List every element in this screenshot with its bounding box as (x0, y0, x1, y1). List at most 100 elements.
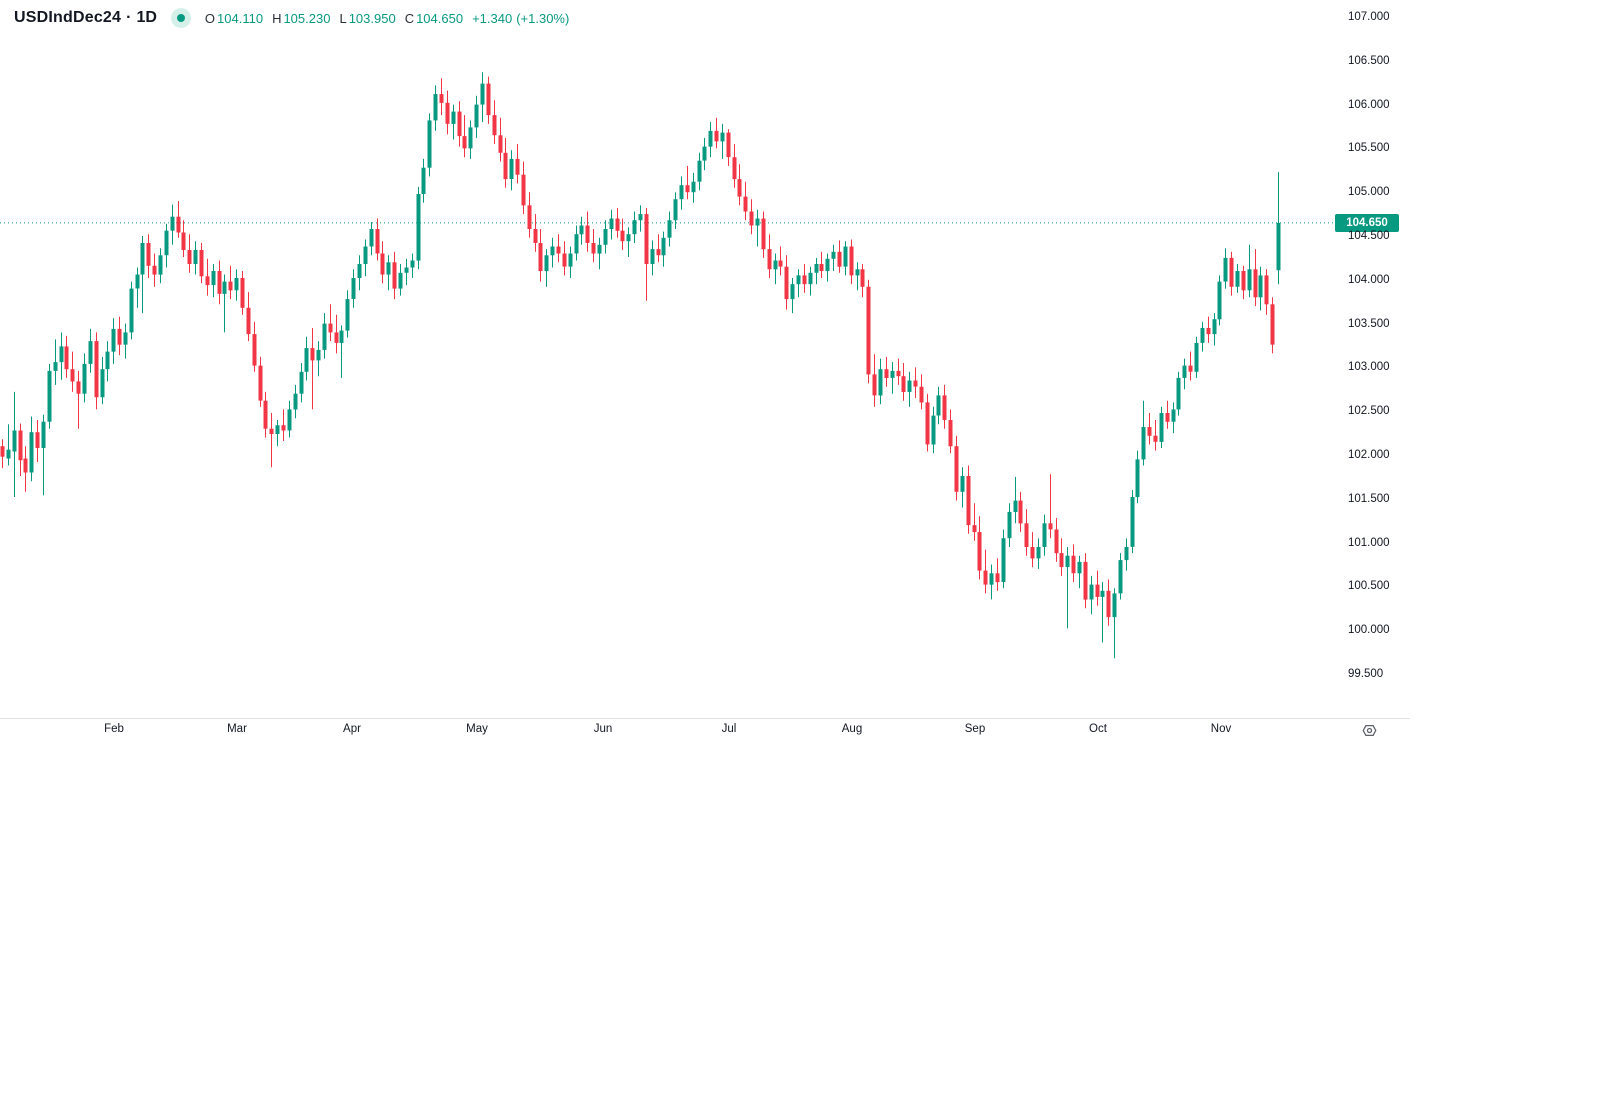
candle-body (989, 573, 994, 585)
candle-body (749, 211, 754, 226)
high-label: H (272, 10, 282, 26)
low-value: 103.950 (348, 10, 396, 26)
candle-body (732, 157, 737, 180)
candle-body (498, 135, 503, 153)
candle-body (146, 243, 151, 266)
candle-body (181, 232, 186, 250)
candle-body (673, 199, 678, 221)
candle-body (363, 246, 368, 264)
candle-body (808, 272, 813, 285)
candle-body (691, 181, 696, 193)
chart-legend: USDIndDec24 · 1D O 104.110 H 105.230 L 103.… (14, 6, 569, 30)
candle-body (322, 323, 327, 350)
price-axis-label: 106.500 (1348, 54, 1390, 67)
candle-body (23, 458, 28, 473)
candle-body (872, 374, 877, 396)
candle-body (620, 230, 625, 242)
candle-body (819, 264, 824, 271)
candle-body (439, 94, 444, 103)
candle-body (948, 420, 953, 447)
candle-body (591, 243, 596, 254)
candle-body (538, 243, 543, 271)
candle-body (1124, 547, 1129, 561)
candle-body (843, 246, 848, 267)
price-axis-label: 105.500 (1348, 142, 1390, 155)
candlestick-chart[interactable] (0, 0, 1410, 745)
candle-body (386, 262, 391, 275)
symbol-title[interactable]: USDIndDec24 (14, 9, 122, 26)
symbol-interval-separator: · (126, 9, 132, 26)
candle-body (720, 132, 725, 142)
candle-body (667, 220, 672, 238)
candle-body (773, 260, 778, 270)
candle-body (111, 328, 116, 352)
candle-body (269, 428, 274, 434)
market-status-icon[interactable] (170, 8, 191, 28)
candle-body (726, 132, 731, 158)
candle-body (328, 323, 333, 333)
candle-body (1171, 409, 1176, 422)
candle-body (357, 264, 362, 278)
candle-body (615, 218, 620, 231)
candle-body (550, 246, 555, 256)
candle-body (1165, 413, 1170, 422)
low-label: L (339, 10, 347, 26)
price-axis-label: 105.000 (1348, 186, 1390, 199)
candle-body (293, 393, 298, 410)
candle-body (1100, 590, 1105, 597)
candle-body (1176, 377, 1181, 410)
candle-body (275, 425, 280, 434)
candle-body (755, 218, 760, 226)
candle-body (369, 229, 374, 247)
settings-gear-button[interactable] (1358, 719, 1380, 741)
price-axis-label: 107.000 (1348, 11, 1390, 23)
candle-body (310, 348, 315, 361)
time-axis[interactable]: Feb Mar Apr May Jun Jul Aug Sep Oct Nov (0, 718, 1410, 745)
time-axis-label: Nov (1210, 723, 1232, 735)
candle-body (849, 246, 854, 276)
candle-body (339, 330, 344, 343)
candle-body (199, 250, 204, 277)
open-label: O (204, 10, 216, 26)
candle-body (427, 120, 432, 168)
candle-body (743, 196, 748, 212)
candle-body (263, 400, 268, 429)
price-axis-label: 103.000 (1348, 361, 1390, 374)
candle-body (140, 243, 145, 275)
candle-body (193, 250, 198, 264)
candle-body (1030, 547, 1035, 559)
interval-label[interactable]: 1D (136, 9, 157, 26)
candle-body (1077, 561, 1082, 574)
candle-body (626, 234, 631, 242)
candle-body (860, 269, 865, 287)
candle-body (1130, 497, 1135, 547)
candle-body (1223, 257, 1228, 282)
candle-body (855, 269, 860, 276)
candle-body (1095, 584, 1100, 597)
candle-body (650, 249, 655, 264)
ohlc-values: O 104.110 H 105.230 L 103.950 C 104.650 +1.3… (205, 11, 569, 26)
candle-body (890, 370, 895, 378)
candle-body (18, 430, 23, 461)
candle-body (462, 136, 467, 149)
price-axis-label: 101.000 (1348, 536, 1390, 549)
candle-body (796, 275, 801, 285)
candle-body (568, 253, 573, 267)
candle-body (35, 432, 40, 448)
candle-body (222, 281, 227, 294)
candle-body (480, 83, 485, 105)
candle-body (527, 205, 532, 229)
candle-body (1048, 523, 1053, 530)
candle-body (579, 225, 584, 235)
candle-body (1106, 590, 1111, 618)
candle-body (814, 264, 819, 273)
candle-body (913, 380, 918, 387)
candle-body (345, 299, 350, 331)
candle-body (1141, 427, 1146, 460)
candle-body (1007, 511, 1012, 539)
candle-body (966, 476, 971, 526)
candle-body (94, 341, 99, 398)
price-axis[interactable]: 104.650 107.000 106.500 106.000 105.500 105.… (1335, 0, 1455, 718)
candle-body (468, 127, 473, 149)
